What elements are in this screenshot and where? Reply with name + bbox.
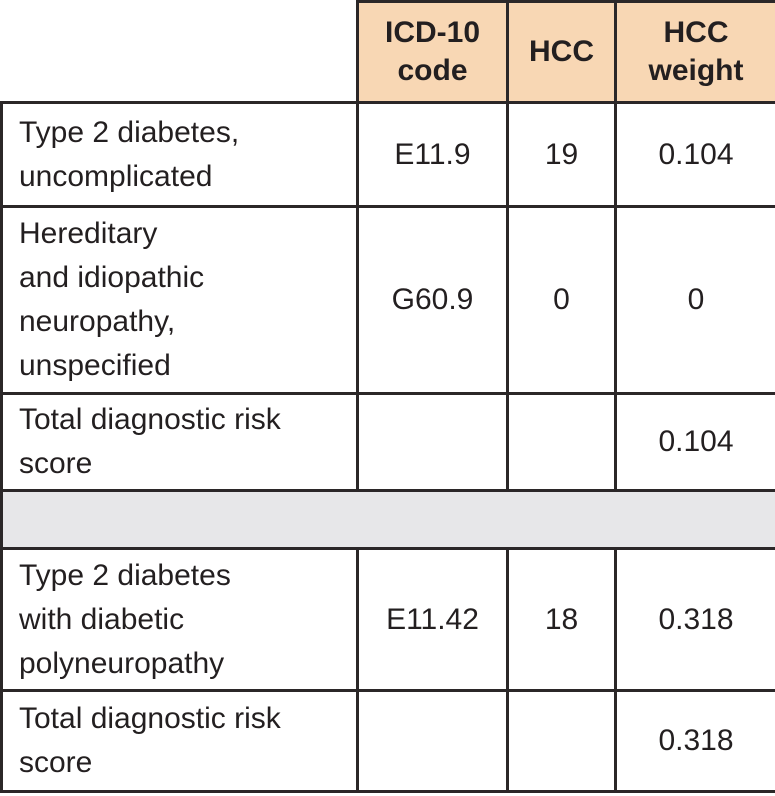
hcc-cell: 0 [506,205,617,395]
diagnosis-cell: Hereditary and idiopathic neuropathy, un… [0,205,359,395]
table-row-diabetes-polyneuropathy: Type 2 diabetes with diabetic polyneurop… [0,547,775,692]
col-header-hcc: HCC [506,0,617,104]
hcc-cell: 19 [506,101,617,208]
hcc-weight-cell: 0.318 [614,547,775,692]
table-row-hereditary-neuropathy: Hereditary and idiopathic neuropathy, un… [0,205,775,395]
icd10-cell: G60.9 [356,205,509,395]
diagnosis-cell: Total diagnostic risk score [0,689,359,793]
diagnosis-cell: Total diagnostic risk score [0,392,359,492]
separator-row [0,489,775,550]
hcc-cell: 18 [506,547,617,692]
hcc-weight-cell: 0.104 [614,101,775,208]
table-row-diabetes-uncomplicated: Type 2 diabetes, uncomplicated E11.9 19 … [0,101,775,208]
col-header-hcc-weight: HCC weight [614,0,775,104]
icd10-cell [356,689,509,793]
icd10-cell: E11.9 [356,101,509,208]
diagnosis-cell: Type 2 diabetes with diabetic polyneurop… [0,547,359,692]
hcc-cell [506,392,617,492]
icd10-cell [356,392,509,492]
hcc-cell [506,689,617,793]
table-row-total-risk-score-1: Total diagnostic risk score 0.104 [0,392,775,492]
hcc-weight-cell: 0 [614,205,775,395]
corner-empty-cell [1,1,358,103]
icd10-cell: E11.42 [356,547,509,692]
col-header-icd10-code: ICD-10 code [356,0,509,104]
table-row-total-risk-score-2: Total diagnostic risk score 0.318 [0,689,775,793]
diagnosis-cell: Type 2 diabetes, uncomplicated [0,101,359,208]
hcc-weight-cell: 0.104 [614,392,775,492]
separator-band [0,489,775,550]
table-header-row: ICD-10 code HCC HCC weight [1,0,775,104]
hcc-weight-cell: 0.318 [614,689,775,793]
